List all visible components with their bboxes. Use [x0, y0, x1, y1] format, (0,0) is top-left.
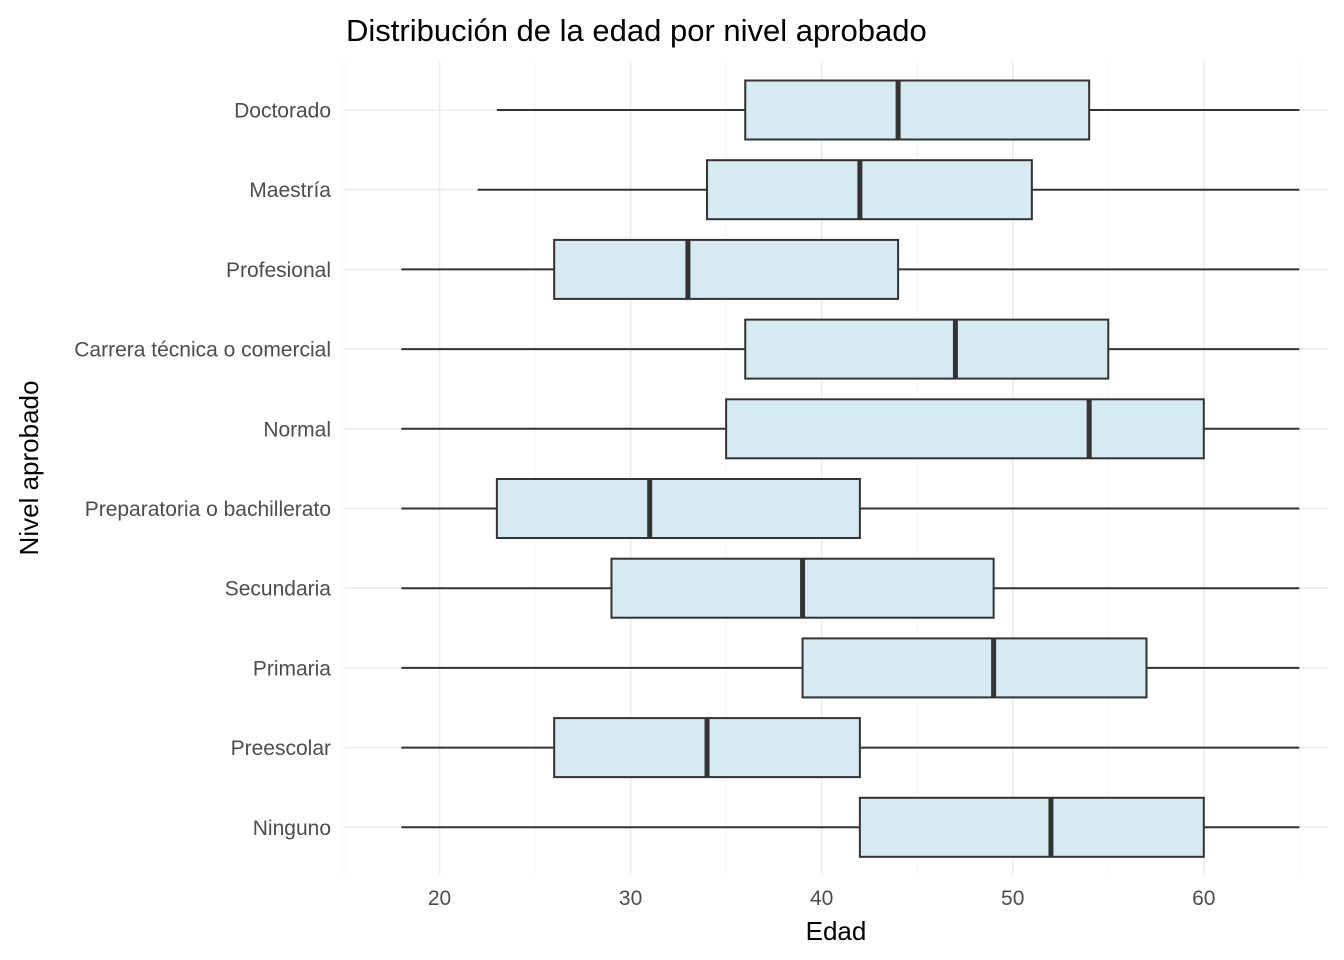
y-tick-label: Secundaria	[225, 578, 332, 601]
box-group	[477, 159, 1300, 221]
box-group	[401, 717, 1300, 779]
box-group	[401, 398, 1300, 460]
y-axis-title: Nivel aprobado	[14, 381, 44, 556]
box-group	[496, 79, 1300, 141]
iqr-box	[858, 796, 1205, 858]
y-tick-label: Normal	[263, 418, 331, 441]
y-tick-labels: Doctorado Maestría Profesional Carrera técn…	[74, 100, 331, 840]
x-tick-label: 50	[1001, 887, 1024, 910]
box-group	[401, 796, 1300, 858]
x-tick-label: 20	[428, 887, 451, 910]
x-tick-label: 60	[1192, 887, 1215, 910]
iqr-box	[744, 79, 1091, 141]
y-tick-label: Maestría	[249, 179, 331, 202]
y-tick-label: Carrera técnica o comercial	[74, 339, 331, 362]
y-tick-label: Profesional	[226, 259, 331, 282]
box-group	[401, 238, 1300, 300]
box-group	[401, 318, 1300, 380]
y-tick-label: Preescolar	[231, 737, 331, 760]
iqr-box	[706, 159, 1033, 221]
y-tick-label: Doctorado	[234, 100, 331, 123]
iqr-box	[744, 318, 1110, 380]
plot-area	[401, 79, 1300, 858]
box-group	[401, 637, 1300, 699]
iqr-box	[801, 637, 1148, 699]
box-group	[401, 478, 1300, 539]
x-axis-title: Edad	[806, 916, 867, 946]
iqr-box	[495, 478, 861, 539]
box-group	[401, 557, 1300, 619]
x-tick-label: 40	[810, 887, 833, 910]
y-tick-label: Preparatoria o bachillerato	[85, 498, 331, 521]
x-tick-label: 30	[619, 887, 642, 910]
y-tick-label: Ninguno	[253, 817, 331, 840]
iqr-box	[725, 398, 1205, 460]
chart-title: Distribución de la edad por nivel aproba…	[346, 13, 927, 48]
x-tick-labels: 20 30 40 50 60	[428, 887, 1216, 910]
iqr-box	[553, 238, 900, 300]
y-tick-label: Primaria	[253, 657, 331, 680]
